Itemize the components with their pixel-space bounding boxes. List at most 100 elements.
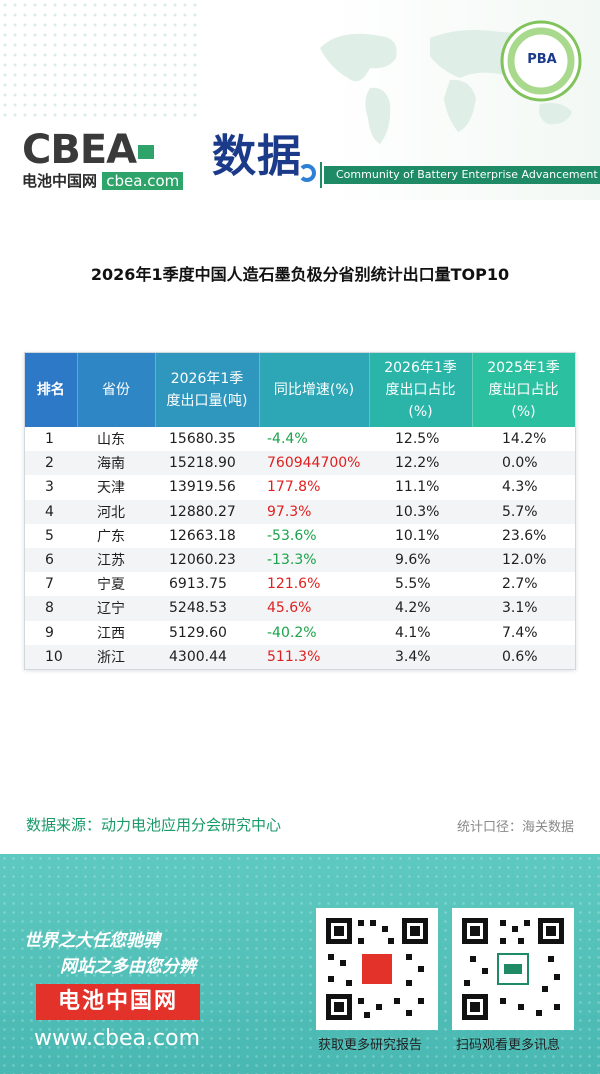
cell-share-2025: 0.0% xyxy=(502,455,538,472)
table-row: 2 海南 15218.90 760944700% 12.2% 0.0% xyxy=(25,451,575,476)
community-divider xyxy=(320,162,322,188)
table-row: 1 山东 15680.35 -4.4% 12.5% 14.2% xyxy=(25,427,575,451)
logo-green-mark xyxy=(138,145,155,159)
cell-yoy: 511.3% xyxy=(267,648,321,665)
cell-share-2026: 12.5% xyxy=(395,431,440,448)
qr-code-research[interactable] xyxy=(316,908,438,1030)
header-share-2025: 2025年1季 度出口占比 (%) xyxy=(472,353,576,427)
cell-yoy: 177.8% xyxy=(267,479,321,496)
cell-share-2025: 14.2% xyxy=(502,431,547,448)
cell-share-2026: 4.2% xyxy=(395,600,431,617)
cell-share-2026: 5.5% xyxy=(395,576,431,593)
table-row: 5 广东 12663.18 -53.6% 10.1% 23.6% xyxy=(25,524,575,548)
table-row: 6 江苏 12060.23 -13.3% 9.6% 12.0% xyxy=(25,547,575,573)
cell-rank: 4 xyxy=(45,503,54,520)
cell-volume: 12880.27 xyxy=(169,503,236,520)
qr-code-news[interactable] xyxy=(452,908,574,1030)
cbea-logo-text: CBEA xyxy=(22,127,137,173)
cell-yoy: 121.6% xyxy=(267,576,321,593)
statistics-scope-note: 统计口径：海关数据 xyxy=(456,820,574,835)
cell-volume: 6913.75 xyxy=(169,576,227,593)
cell-share-2025: 4.3% xyxy=(502,479,538,496)
qr-caption-news: 扫码观看更多讯息 xyxy=(456,1038,561,1053)
cell-volume: 15680.35 xyxy=(169,431,236,448)
logo-sub-url: cbea.com xyxy=(102,172,184,190)
cell-yoy: 45.6% xyxy=(267,600,312,617)
cell-yoy: -53.6% xyxy=(267,527,317,544)
export-table: 排名 省份 2026年1季 度出口量(吨) 同比增速(%) 2026年1季 度出… xyxy=(25,353,576,669)
footer: 世界之大任您驰骋 网站之多由您分辨 电池中国网 www.cbea.com xyxy=(0,854,600,1074)
cell-share-2025: 12.0% xyxy=(502,552,547,569)
cell-rank: 1 xyxy=(45,431,54,448)
cell-rank: 5 xyxy=(45,527,54,544)
table-body: 1 山东 15680.35 -4.4% 12.5% 14.2% 2 海南 15218.90 760… xyxy=(25,427,575,669)
cell-share-2026: 12.2% xyxy=(395,455,440,472)
world-map-icon xyxy=(320,30,572,144)
cell-volume: 4300.44 xyxy=(169,648,227,665)
cell-province: 河北 xyxy=(97,504,125,521)
cell-province: 宁夏 xyxy=(97,577,125,594)
qr-caption-research: 获取更多研究报告 xyxy=(318,1038,423,1053)
header-province: 省份 xyxy=(77,353,156,427)
data-logo-title: 数据 xyxy=(212,131,302,182)
logo-sub-cn: 电池中国网 xyxy=(22,172,98,190)
cell-share-2025: 7.4% xyxy=(502,624,538,641)
cell-volume: 12060.23 xyxy=(169,552,236,569)
cell-yoy: -4.4% xyxy=(267,431,308,448)
cell-share-2025: 3.1% xyxy=(502,600,538,617)
cell-volume: 15218.90 xyxy=(169,455,236,472)
pba-badge-label: PBA xyxy=(527,52,557,67)
cell-volume: 5248.53 xyxy=(169,600,227,617)
cell-province: 海南 xyxy=(97,456,125,473)
cell-rank: 9 xyxy=(45,624,54,641)
cell-rank: 2 xyxy=(45,455,54,472)
cell-province: 广东 xyxy=(97,528,125,545)
cell-share-2026: 10.1% xyxy=(395,527,440,544)
cell-province: 浙江 xyxy=(97,649,125,666)
cell-yoy: 760944700% xyxy=(267,455,361,472)
pba-badge-icon xyxy=(500,20,582,102)
table-row: 3 天津 13919.56 177.8% 11.1% 4.3% xyxy=(25,475,575,499)
export-table-card: 排名 省份 2026年1季 度出口量(吨) 同比增速(%) 2026年1季 度出… xyxy=(24,352,576,670)
cell-rank: 6 xyxy=(45,552,54,569)
cell-share-2026: 3.4% xyxy=(395,648,431,665)
cell-rank: 3 xyxy=(45,479,54,496)
logo-subtitle: 电池中国网 cbea.com xyxy=(22,170,184,191)
footer-site-url[interactable]: www.cbea.com xyxy=(34,1026,201,1051)
table-row: 7 宁夏 6913.75 121.6% 5.5% 2.7% xyxy=(25,572,575,596)
cell-yoy: -13.3% xyxy=(267,552,317,569)
cell-share-2026: 10.3% xyxy=(395,503,440,520)
cell-yoy: 97.3% xyxy=(267,503,312,520)
cell-share-2025: 2.7% xyxy=(502,576,538,593)
footer-brand-badge: 电池中国网 xyxy=(36,984,200,1020)
data-logo-swirl-icon xyxy=(298,164,316,182)
table-row: 8 辽宁 5248.53 45.6% 4.2% 3.1% xyxy=(25,596,575,621)
cell-rank: 10 xyxy=(45,648,63,665)
cell-share-2025: 0.6% xyxy=(502,648,538,665)
header-share-2026: 2026年1季 度出口占比 (%) xyxy=(369,353,473,427)
header-rank: 排名 xyxy=(25,353,78,427)
table-row: 9 江西 5129.60 -40.2% 4.1% 7.4% xyxy=(25,621,575,645)
header-volume: 2026年1季 度出口量(吨) xyxy=(155,353,260,427)
cell-yoy: -40.2% xyxy=(267,624,317,641)
cell-share-2026: 9.6% xyxy=(395,552,431,569)
page-title: 2026年1季度中国人造石墨负极分省别统计出口量TOP10 xyxy=(90,265,510,284)
cell-province: 天津 xyxy=(97,480,125,497)
slogan-line-1: 世界之大任您驰骋 xyxy=(24,931,160,951)
cell-share-2025: 23.6% xyxy=(502,527,547,544)
table-row: 10 浙江 4300.44 511.3% 3.4% 0.6% xyxy=(25,644,575,669)
cbea-logo: CBEA xyxy=(22,127,155,173)
header-yoy: 同比增速(%) xyxy=(259,353,370,427)
qr-code-icon xyxy=(458,914,568,1024)
cell-volume: 12663.18 xyxy=(169,527,236,544)
cell-province: 江苏 xyxy=(97,553,125,570)
qr-code-icon xyxy=(322,914,432,1024)
cell-rank: 7 xyxy=(45,576,54,593)
cell-volume: 13919.56 xyxy=(169,479,236,496)
cell-province: 山东 xyxy=(97,432,125,449)
cell-share-2025: 5.7% xyxy=(502,503,538,520)
cell-rank: 8 xyxy=(45,600,54,617)
cell-province: 辽宁 xyxy=(97,601,125,618)
dot-pattern-decoration xyxy=(0,0,200,120)
community-banner: Community of Battery Enterprise Advancem… xyxy=(324,166,600,184)
